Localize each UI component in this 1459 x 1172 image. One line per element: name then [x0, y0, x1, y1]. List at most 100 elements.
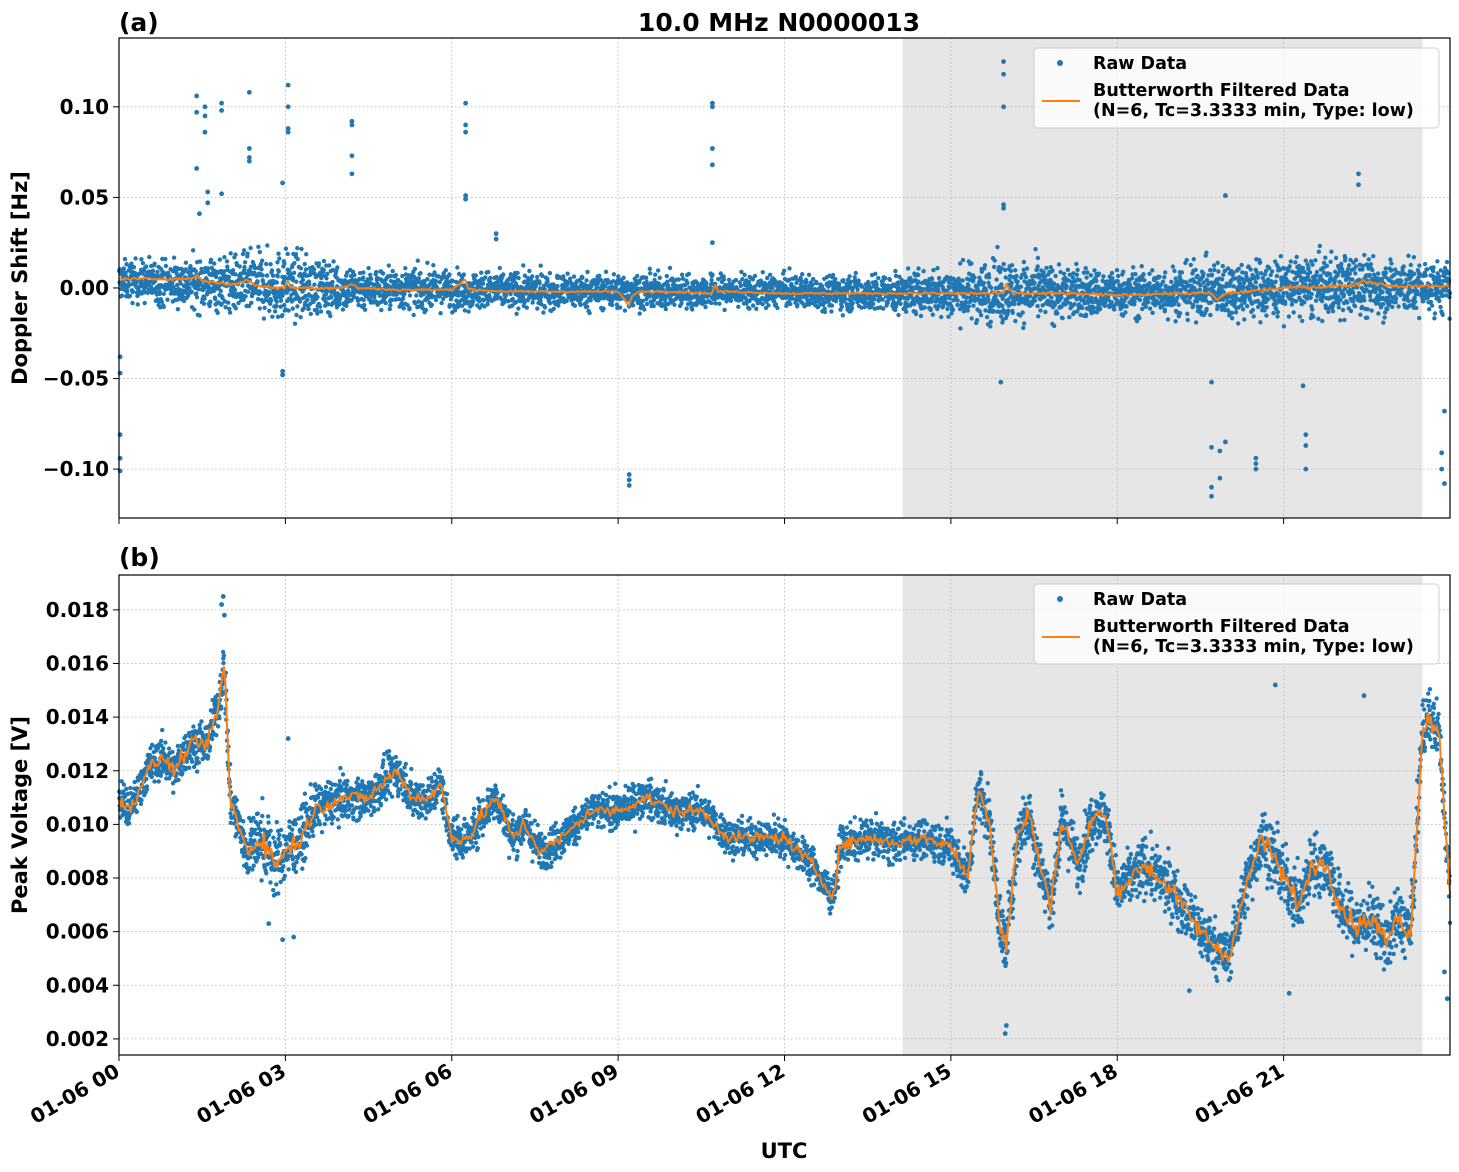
raw-data-point: [1356, 171, 1361, 177]
raw-data-point: [1222, 439, 1228, 445]
raw-data-point: [1253, 461, 1259, 467]
x-tick-label: 01-06 06: [359, 1059, 457, 1129]
x-tick-label: 01-06 21: [1191, 1059, 1289, 1129]
raw-data-point: [463, 193, 469, 198]
x-tick-label: 01-06 12: [691, 1059, 789, 1129]
raw-data-point: [285, 129, 291, 135]
panel-label-a: (a): [119, 8, 159, 37]
raw-data-point: [463, 122, 469, 128]
y-axis-label-a: Doppler Shift [Hz]: [8, 171, 32, 385]
legend-b: Raw Data Butterworth Filtered Data (N=6, …: [1033, 583, 1440, 665]
raw-data-point: [1303, 432, 1309, 438]
raw-data-point: [1442, 969, 1447, 975]
raw-data-point: [285, 82, 291, 88]
raw-data-point: [1439, 466, 1445, 472]
raw-data-point: [998, 379, 1004, 385]
raw-data-point: [710, 162, 715, 168]
raw-data-point: [280, 180, 286, 186]
raw-data-point: [1303, 443, 1309, 448]
raw-data-point: [1003, 1023, 1009, 1028]
legend-marker-raw-b: [1057, 596, 1063, 602]
raw-data-cloud-a: [117, 243, 1453, 331]
raw-data-point: [493, 236, 499, 242]
raw-data-point: [221, 612, 227, 618]
y-tick-label-b: 0.012: [46, 759, 109, 783]
raw-data-point: [266, 921, 272, 927]
raw-data-point: [285, 104, 291, 110]
raw-data-point: [349, 122, 355, 128]
raw-data-point: [1001, 205, 1006, 211]
raw-data-point: [1222, 193, 1228, 198]
x-tick-label: 01-06 09: [525, 1059, 623, 1129]
raw-data-point: [1442, 408, 1447, 414]
raw-data-point: [205, 200, 211, 206]
raw-data-point: [1253, 455, 1259, 461]
y-tick-label-b: 0.002: [46, 1027, 109, 1051]
raw-data-point: [1209, 484, 1214, 490]
legend-label-filtered-b: Butterworth Filtered Data (N=6, Tc=3.3333…: [1093, 617, 1414, 657]
raw-data-points-b: [117, 594, 1453, 1036]
raw-data-point: [280, 368, 286, 374]
raw-data-point: [1217, 448, 1223, 454]
raw-data-point: [202, 104, 208, 110]
raw-data-point: [710, 146, 715, 151]
raw-data-point: [463, 196, 469, 202]
x-tick-label: 01-06 00: [26, 1059, 124, 1129]
raw-data-point: [710, 240, 715, 246]
x-tick-label: 01-06 03: [192, 1059, 290, 1129]
y-tick-label-a: −0.10: [43, 457, 109, 481]
raw-data-point: [1001, 202, 1006, 208]
raw-data-point: [246, 155, 252, 160]
x-tick-label: 01-06 15: [858, 1059, 956, 1129]
raw-data-point: [626, 472, 632, 477]
raw-data-point: [1272, 682, 1278, 688]
y-tick-label-b: 0.014: [46, 705, 109, 729]
raw-data-point: [1001, 104, 1006, 110]
raw-data-point: [1002, 1031, 1008, 1036]
raw-data-point: [205, 189, 211, 195]
raw-data-point: [197, 211, 202, 217]
y-tick-label-b: 0.004: [46, 973, 109, 997]
legend-a: Raw Data Butterworth Filtered Data (N=6, …: [1033, 47, 1440, 129]
raw-data-point: [1186, 988, 1192, 994]
raw-data-cloud-b: [117, 649, 1453, 983]
panel-doppler-shift: 0.10 0.05 0.00 −0.05 −0.10 (a) 10.0 MHz N000…: [8, 8, 1453, 524]
raw-data-point: [349, 153, 355, 159]
raw-data-point: [219, 108, 224, 113]
raw-data-point: [1253, 466, 1259, 472]
y-tick-label-a: −0.05: [43, 367, 109, 391]
raw-data-point: [626, 482, 632, 488]
raw-data-point: [220, 594, 226, 599]
raw-data-point: [194, 166, 200, 171]
raw-data-point: [1356, 182, 1361, 188]
raw-data-point: [1209, 493, 1214, 499]
raw-data-point: [219, 100, 224, 106]
raw-data-point: [710, 104, 715, 110]
panel-label-b: (b): [119, 543, 160, 572]
y-tick-label-b: 0.010: [46, 812, 109, 836]
x-tick-label: 01-06 18: [1024, 1059, 1122, 1129]
raw-data-point: [202, 129, 208, 135]
panel-peak-voltage: 01-06 00 01-06 03 01-06 06 01-06 09 01-06 12…: [8, 543, 1453, 1163]
y-tick-label-a: 0.05: [60, 185, 109, 209]
legend-box-b: [1033, 583, 1440, 665]
legend-label-line: Butterworth Filtered Data: [1093, 81, 1350, 101]
raw-data-point: [285, 126, 291, 131]
raw-data-point: [1286, 990, 1292, 996]
raw-data-point: [1001, 71, 1006, 77]
y-tick-label-b: 0.006: [46, 920, 109, 944]
raw-data-point: [493, 231, 499, 237]
raw-data-point: [626, 477, 632, 483]
raw-data-point: [1300, 383, 1306, 389]
x-axis-label: UTC: [761, 1139, 808, 1163]
raw-data-point: [219, 602, 224, 607]
y-tick-label-b: 0.018: [46, 598, 109, 622]
raw-data-point: [194, 93, 200, 99]
chart-title: 10.0 MHz N0000013: [638, 8, 920, 37]
legend-label-raw-b: Raw Data: [1093, 590, 1187, 610]
raw-data-point: [280, 372, 286, 378]
raw-data-point: [194, 109, 200, 115]
raw-data-point: [463, 100, 469, 106]
raw-data-point: [710, 100, 715, 106]
